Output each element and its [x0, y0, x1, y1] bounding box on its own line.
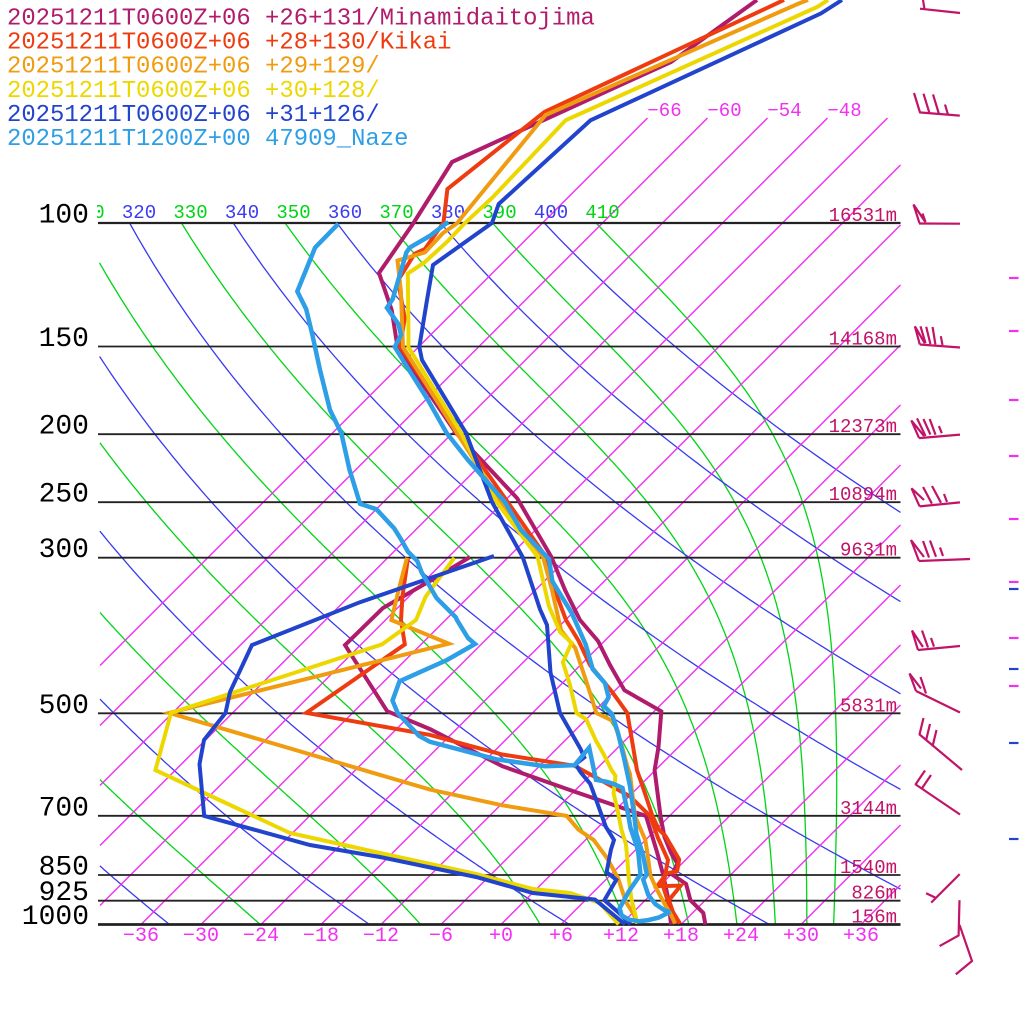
svg-text:150: 150	[39, 324, 89, 355]
svg-text:12373m: 12373m	[829, 416, 897, 438]
svg-text:380: 380	[431, 202, 465, 224]
svg-text:350: 350	[276, 202, 310, 224]
svg-text:390: 390	[482, 202, 516, 224]
svg-text:370: 370	[379, 202, 413, 224]
svg-text:+30: +30	[783, 925, 819, 948]
svg-text:9631m: 9631m	[840, 540, 897, 562]
svg-text:3144m: 3144m	[840, 798, 897, 820]
svg-text:20251211T0600Z+06 +28+130/Kika: 20251211T0600Z+06 +28+130/Kikai	[7, 30, 451, 57]
svg-text:5831m: 5831m	[840, 695, 897, 717]
svg-text:20251211T0600Z+06 +26+131/Mina: 20251211T0600Z+06 +26+131/Minamidaitojim…	[7, 6, 595, 33]
svg-text:+12: +12	[603, 925, 639, 948]
svg-text:925: 925	[39, 878, 89, 909]
svg-text:250: 250	[39, 480, 89, 511]
svg-text:−24: −24	[243, 925, 279, 948]
svg-text:+18: +18	[663, 925, 699, 948]
svg-text:+0: +0	[489, 925, 513, 948]
svg-text:+6: +6	[549, 925, 573, 948]
svg-text:850: 850	[39, 853, 89, 884]
svg-text:826m: 826m	[851, 883, 897, 905]
svg-text:360: 360	[328, 202, 362, 224]
svg-text:1000: 1000	[22, 902, 89, 933]
svg-text:−36: −36	[123, 925, 159, 948]
svg-text:−54: −54	[767, 100, 801, 122]
svg-text:156m: 156m	[851, 907, 897, 929]
svg-text:16531m: 16531m	[829, 205, 897, 227]
svg-text:100: 100	[39, 201, 89, 232]
svg-text:500: 500	[39, 691, 89, 722]
svg-text:−48: −48	[827, 100, 861, 122]
svg-text:400: 400	[534, 202, 568, 224]
svg-text:−6: −6	[429, 925, 453, 948]
svg-text:320: 320	[122, 202, 156, 224]
svg-text:+24: +24	[723, 925, 759, 948]
svg-text:1540m: 1540m	[840, 857, 897, 879]
svg-text:20251211T0600Z+06 +30+128/: 20251211T0600Z+06 +30+128/	[7, 78, 380, 105]
svg-text:−18: −18	[303, 925, 339, 948]
svg-text:+36: +36	[843, 925, 879, 948]
svg-text:410: 410	[585, 202, 619, 224]
svg-text:700: 700	[39, 793, 89, 824]
svg-text:14168m: 14168m	[829, 329, 897, 351]
svg-text:−12: −12	[363, 925, 399, 948]
svg-text:20251211T0600Z+06 +31+126/: 20251211T0600Z+06 +31+126/	[7, 102, 380, 129]
svg-text:−60: −60	[707, 100, 741, 122]
svg-text:10894m: 10894m	[829, 484, 897, 506]
svg-text:330: 330	[173, 202, 207, 224]
svg-text:−66: −66	[647, 100, 681, 122]
svg-text:−30: −30	[183, 925, 219, 948]
svg-text:340: 340	[225, 202, 259, 224]
svg-text:20251211T1200Z+00 47909_Naze: 20251211T1200Z+00 47909_Naze	[7, 126, 408, 153]
svg-text:300: 300	[39, 535, 89, 566]
svg-text:20251211T0600Z+06 +29+129/: 20251211T0600Z+06 +29+129/	[7, 54, 380, 81]
svg-text:200: 200	[39, 412, 89, 443]
